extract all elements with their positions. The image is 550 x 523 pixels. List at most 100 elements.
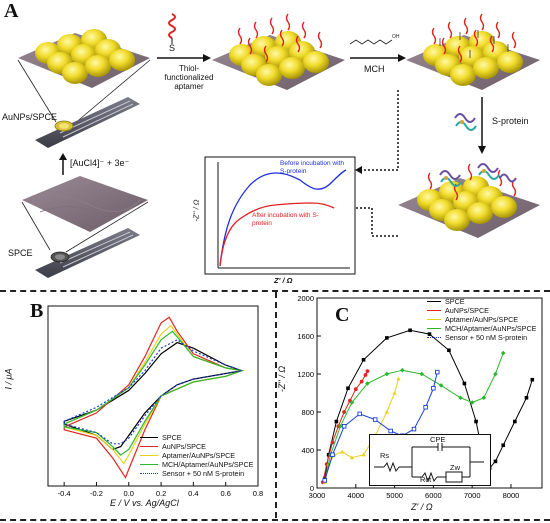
eis-point (330, 452, 335, 457)
inset-y-label: -Z'' / Ω (191, 199, 201, 222)
eis-ytick-label: 2000 (297, 294, 314, 303)
cv-legend-item: Sensor + 50 nM S-protein (140, 469, 244, 478)
eis-point (346, 386, 350, 391)
cv-plot-frame (47, 305, 259, 487)
eis-legend-item: SPCE (427, 297, 465, 306)
aptamer-plate (212, 13, 345, 90)
eis-point (493, 459, 498, 464)
bare-spce-plate (22, 176, 148, 232)
eis-legend-swatch (427, 310, 441, 311)
cv-xtick-label: 0.0 (124, 489, 134, 498)
cv-legend-item: Aptamer/AuNPs/SPCE (140, 451, 235, 460)
eis-point (385, 336, 389, 340)
eis-series-line-4 (324, 352, 504, 481)
eis-legend-label: AuNPs/SPCE (445, 306, 489, 315)
cv-xlabel: E / V vs. Ag/AgCl (110, 498, 179, 508)
cv-legend-label: MCH/Aptamer/AuNPs/SPCE (162, 460, 254, 469)
cv-series-4 (63, 330, 245, 456)
eis-xtick-label: 4000 (347, 491, 364, 500)
eis-point (396, 376, 401, 381)
eis-legend-item: MCH/Aptamer/AuNPs/SPCE (427, 324, 536, 333)
cv-plot: -0.4 -0.2 0.0 0.2 0.4 0.6 0.8 (47, 305, 263, 498)
eis-point (359, 379, 364, 384)
eis-point (469, 400, 475, 405)
eis-point (365, 369, 370, 374)
eis-legend-label: SPCE (445, 297, 465, 306)
circuit-zw: Zw (450, 463, 460, 472)
cv-legend-swatch (140, 464, 158, 465)
eis-point (372, 417, 378, 422)
inset-before-curve (219, 169, 347, 267)
eis-legend-item: Sensor + 50 nM S-protein (427, 333, 527, 342)
cv-xtick-label: 0.8 (253, 489, 263, 498)
cv-legend-item: MCH/Aptamer/AuNPs/SPCE (140, 460, 253, 469)
circuit-cpe: CPE (430, 435, 446, 444)
eis-legend-label: Sensor + 50 nM S-protein (445, 333, 528, 342)
eis-legend-label: MCH/Aptamer/AuNPs/SPCE (445, 324, 537, 333)
eis-point (513, 419, 517, 424)
eis-ytick-label: 1200 (297, 370, 314, 379)
eis-point (530, 377, 535, 382)
eis-legend-label: Aptamer/AuNPs/SPCE (445, 315, 519, 324)
eis-point (411, 426, 417, 432)
eis-xtick-label: 3000 (309, 491, 326, 500)
eis-legend-item: AuNPs/SPCE (427, 306, 489, 315)
eis-point (357, 411, 362, 417)
cv-xtick-label: 0.2 (156, 489, 166, 498)
eis-point (392, 390, 397, 395)
panel-b: B -0.4 -0.2 0.0 0.2 0.4 0.6 0.8 I / μA E / V v… (0, 292, 274, 518)
eis-point (365, 381, 370, 386)
eis-point (361, 452, 366, 457)
cv-legend-swatch (140, 455, 158, 456)
inset-after-label: After incubation with S-protein (252, 212, 319, 227)
eis-point (500, 350, 506, 356)
panel-b-letter: B (30, 300, 44, 322)
thiol-s-label: S (169, 43, 176, 53)
eis-plot-frame (316, 297, 543, 489)
svg-text:OH: OH (392, 34, 400, 40)
panel-c-letter: C (335, 304, 350, 326)
eis-point (462, 381, 467, 386)
circuit-rct: Rct (420, 475, 432, 484)
eis-point (334, 419, 339, 424)
inset-x-label: Z' / Ω (274, 276, 293, 285)
eis-xtick-label: 5000 (386, 491, 403, 500)
eis-point (431, 385, 436, 391)
eis-point (340, 449, 345, 454)
inset-eis-box (204, 156, 356, 275)
sprotein-plate (398, 163, 540, 238)
cv-xtick-label: 0.6 (220, 489, 230, 498)
eis-xtick-label: 8000 (503, 491, 520, 500)
eis-point (341, 423, 347, 429)
panel-a-letter: A (4, 0, 19, 22)
eis-legend-swatch (427, 328, 441, 329)
eis-point (423, 404, 428, 410)
eis-point (435, 369, 440, 375)
thiol-aptamer-icon (168, 13, 176, 44)
eis-point (384, 371, 390, 377)
separator-vertical (275, 292, 277, 518)
eis-point (322, 478, 328, 483)
eis-ytick-label: 1600 (297, 332, 314, 341)
cv-legend-label: Sensor + 50 nM S-protein (162, 469, 245, 478)
eis-legend-item: Aptamer/AuNPs/SPCE (427, 315, 518, 324)
eis-point (493, 371, 498, 377)
spce-strip-bare (35, 228, 140, 278)
eis-point (408, 328, 412, 333)
eis-ytick-label: 400 (301, 446, 314, 455)
panel-a-illustration: OH (17, 13, 540, 278)
inset-before-label: Before incubation with S-protein (280, 160, 344, 175)
separator-bottom (0, 519, 550, 521)
cv-legend-swatch (140, 446, 158, 447)
cv-xtick-label: -0.4 (58, 489, 71, 498)
panel-c: C 3000 4000 5000 6000 7000 8000 0 400 800 1200 160… (277, 292, 550, 518)
equivalent-circuit: Rs CPE Rct Zw (369, 434, 491, 486)
cv-ylabel: I / μA (3, 368, 14, 390)
mch-label: MCH (364, 64, 385, 74)
eis-legend-swatch (427, 301, 441, 302)
eis-point (524, 395, 529, 400)
eis-point (330, 440, 335, 445)
reduction-label: [AuCl4]⁻ + 3e⁻ (70, 158, 130, 168)
cv-legend-swatch (140, 473, 158, 474)
cv-series-5 (63, 339, 245, 445)
